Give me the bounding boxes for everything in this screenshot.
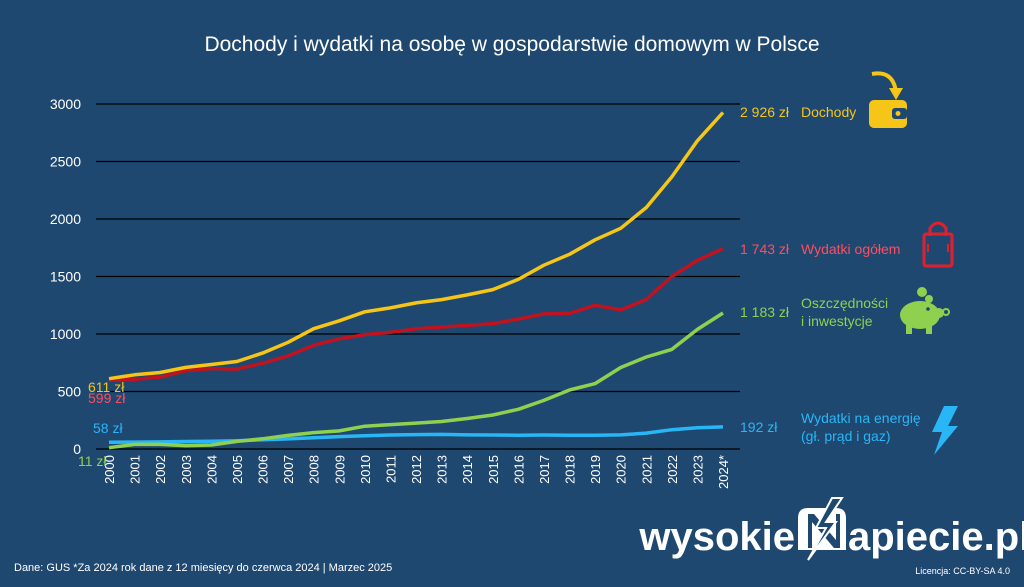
x-tick-label: 2008: [307, 455, 322, 484]
x-tick-label: 2024*: [716, 455, 731, 489]
x-tick-label: 2019: [588, 455, 603, 484]
series-start-label: 11 zł: [78, 453, 107, 469]
series-layer: [108, 111, 725, 450]
x-axis-ticks: 2000 2001 2002 2003 2004 2005 2006 2007 2008 2009…: [102, 455, 731, 489]
legend-label: Wydatki na energię: [801, 410, 921, 426]
license-note: Licencja: CC-BY-SA 4.0: [915, 566, 1010, 576]
y-tick-label: 2000: [50, 211, 81, 227]
chart-title: Dochody i wydatki na osobę w gospodarstw…: [204, 33, 819, 56]
series-start-label: 599 zł: [88, 390, 126, 406]
y-tick-label: 3000: [50, 96, 81, 112]
x-tick-label: 2004: [204, 455, 219, 484]
series-end-label: 1 183 zł: [740, 304, 790, 320]
piggy-bank-icon: [900, 287, 950, 334]
y-tick-label: 2500: [50, 154, 81, 170]
wallet-icon: [869, 71, 907, 128]
x-tick-label: 2023: [690, 455, 705, 484]
shopping-bag-icon: [922, 221, 954, 268]
x-tick-label: 2022: [665, 455, 680, 484]
x-tick-label: 2007: [281, 455, 296, 484]
x-tick-label: 2016: [511, 455, 526, 484]
x-tick-label: 2017: [537, 455, 552, 484]
legend-label: Dochody: [801, 104, 856, 120]
legend-label: Wydatki ogółem: [801, 241, 900, 257]
series-line: [108, 247, 724, 382]
grid-layer: [96, 103, 740, 450]
x-tick-label: 2011: [383, 455, 398, 483]
series-end-label: 192 zł: [740, 419, 778, 435]
series-labels: 2 926 zł 611 zł Dochody 1 743 zł 599 zł Wydat…: [78, 104, 921, 469]
x-tick-label: 2013: [435, 455, 450, 484]
series-line: [108, 425, 724, 445]
legend-label: i inwestycje: [801, 313, 873, 329]
x-tick-label: 2003: [179, 455, 194, 484]
brand-text-right: apiecie.pl: [848, 515, 1024, 559]
x-tick-label: 2001: [128, 455, 143, 484]
series-end-label: 2 926 zł: [740, 104, 790, 120]
x-tick-label: 2000: [102, 455, 117, 484]
series-line: [108, 311, 724, 450]
series-line: [108, 111, 725, 381]
x-tick-label: 2015: [486, 455, 501, 484]
y-tick-label: 0: [73, 441, 81, 457]
legend-label: Oszczędności: [801, 295, 888, 311]
y-tick-label: 500: [58, 384, 82, 400]
legend-label: (gł. prąd i gaz): [801, 428, 890, 444]
x-tick-label: 2014: [460, 455, 475, 484]
x-tick-label: 2012: [409, 455, 424, 484]
x-tick-label: 2002: [153, 455, 168, 484]
series-start-label: 611 zł: [88, 379, 125, 395]
series-start-label: 58 zł: [93, 420, 123, 436]
x-tick-label: 2006: [256, 455, 271, 484]
x-tick-label: 2010: [358, 455, 373, 484]
source-note: Dane: GUS *Za 2024 rok dane z 12 miesięc…: [14, 562, 392, 574]
x-tick-label: 2009: [332, 455, 347, 484]
brand-logo: wysokie apiecie.pl: [638, 497, 1024, 561]
x-tick-label: 2021: [639, 455, 654, 484]
y-tick-label: 1500: [50, 269, 81, 285]
x-tick-label: 2005: [230, 455, 245, 484]
y-tick-label: 1000: [50, 326, 81, 342]
x-tick-label: 2020: [614, 455, 629, 484]
x-tick-label: 2018: [563, 455, 578, 484]
series-end-label: 1 743 zł: [740, 241, 790, 257]
y-axis-ticks: 0 500 1000 1500 2000 2500 3000: [50, 96, 81, 457]
brand-text-left: wysokie: [638, 515, 795, 559]
lightning-icon: [932, 406, 958, 455]
